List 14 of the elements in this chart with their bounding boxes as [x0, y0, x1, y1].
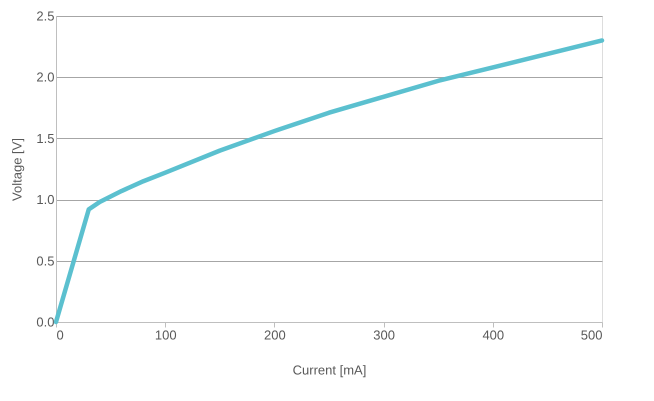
x-tick-label: 500	[580, 328, 602, 342]
y-axis-title: Voltage [V]	[9, 138, 24, 201]
x-tick-label: 0	[56, 328, 64, 342]
y-tick-label: 0.5	[36, 253, 54, 268]
x-tick-label: 200	[264, 328, 286, 342]
y-tick-label: 2.0	[36, 70, 54, 85]
x-tick-label: 100	[154, 328, 177, 342]
y-tick-label: 1.0	[36, 192, 54, 208]
y-tick-label: 0.0	[36, 314, 54, 330]
y-tick-label: 2.5	[36, 8, 54, 24]
x-tick-label: 300	[373, 328, 395, 342]
x-axis-title: Current [mA]	[292, 362, 366, 378]
x-tick-label: 400	[482, 328, 504, 342]
y-tick-label: 1.5	[36, 130, 54, 146]
